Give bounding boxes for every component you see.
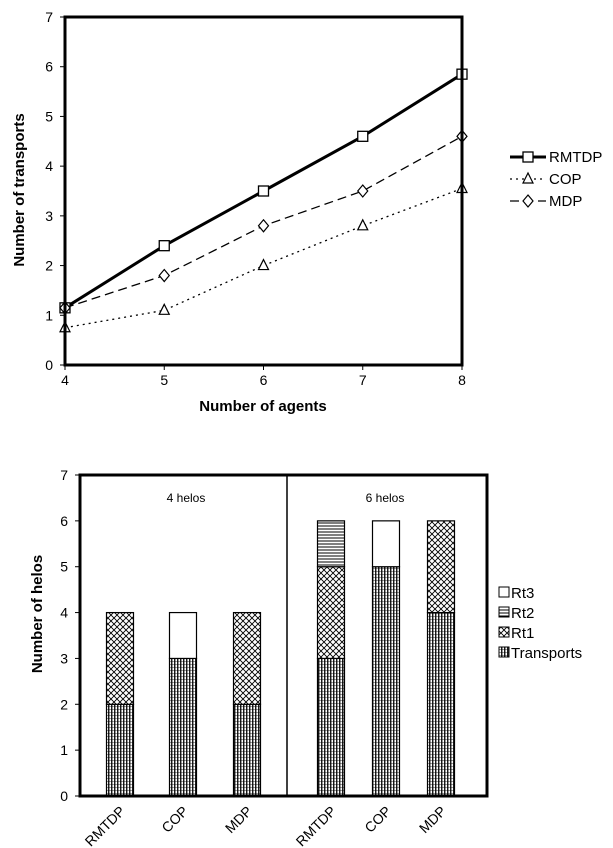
triangle-marker	[158, 302, 171, 315]
group-label-4-helos: 4 helos	[167, 491, 206, 505]
bar-segment-transports	[371, 566, 401, 797]
bar-segment-transports	[426, 611, 456, 797]
bar-segment-transports	[105, 703, 135, 797]
y-tick-label: 3	[45, 208, 53, 224]
bar-segment-rt3	[371, 520, 401, 568]
x-tick-label: COP	[158, 803, 191, 836]
legend-item-rmtdp: RMTDP	[510, 149, 602, 166]
legend-label: RMTDP	[549, 149, 602, 166]
bar-chart-plot-frame	[78, 473, 489, 798]
legend-swatch	[498, 586, 510, 598]
line-chart-plot-frame	[63, 15, 464, 367]
legend-item-rt2: Rt2	[498, 605, 534, 622]
bar-segment-rt2	[316, 520, 346, 568]
y-tick-label: 6	[60, 513, 68, 529]
y-tick-label: 7	[60, 467, 68, 483]
bar-stack-4	[316, 520, 346, 797]
diamond-marker	[356, 184, 369, 198]
legend-label: Transports	[511, 645, 582, 662]
y-tick-label: 2	[45, 258, 53, 274]
x-tick-label: 8	[458, 372, 466, 388]
y-tick-label: 1	[60, 742, 68, 758]
bar-segment-rt3	[168, 611, 198, 660]
y-tick-label: 2	[60, 696, 68, 712]
bar-stack-3	[232, 611, 262, 797]
legend-item-cop: COP	[510, 171, 582, 188]
line-chart-x-ticks: 4 5 6 7 8	[61, 365, 466, 388]
diamond-marker	[522, 194, 534, 208]
line-chart-series	[59, 68, 468, 333]
series-mdp	[59, 129, 468, 315]
bar-segment-rt1	[105, 611, 135, 705]
bar-stack-2	[168, 611, 198, 797]
x-tick-label: MDP	[416, 803, 449, 836]
bar-stack-1	[105, 611, 135, 797]
bar-segment-transports	[232, 703, 262, 797]
legend-label: Rt1	[511, 625, 534, 642]
x-tick-label: 6	[260, 372, 268, 388]
x-tick-label: MDP	[222, 803, 255, 836]
diamond-marker	[158, 268, 171, 283]
bar-segment-rt1	[232, 611, 262, 705]
bar-segment-transports	[316, 657, 346, 797]
group-label-6-helos: 6 helos	[366, 491, 405, 505]
y-tick-label: 4	[60, 605, 68, 621]
y-tick-label: 3	[60, 650, 68, 666]
x-tick-label: COP	[361, 803, 394, 836]
square-marker	[257, 185, 270, 197]
line-chart: Number of transports Number of agents 0 1…	[11, 9, 602, 415]
line-chart-legend: RMTDP COP MDP	[510, 149, 602, 210]
legend-label: Rt2	[511, 605, 534, 622]
x-tick-label: 4	[61, 372, 69, 388]
triangle-marker	[257, 258, 270, 271]
x-tick-label: RMTDP	[293, 803, 340, 848]
series-line	[64, 187, 463, 329]
series-rmtdp	[59, 68, 468, 314]
legend-swatch	[498, 626, 510, 638]
y-tick-label: 1	[45, 307, 53, 323]
bar-segment-rt1	[316, 566, 346, 660]
square-marker	[522, 151, 534, 163]
bar-chart-x-ticks: RMTDP COP MDP RMTDP COP MDP	[82, 803, 450, 848]
bar-chart-legend: Rt3 Rt2 Rt1 Transports	[498, 585, 582, 662]
diamond-marker	[257, 218, 270, 233]
bar-chart-y-ticks: 0 1 2 3 4 5 6 7	[60, 467, 80, 804]
y-tick-label: 5	[45, 108, 53, 124]
x-tick-label: RMTDP	[82, 803, 129, 848]
legend-item-transports: Transports	[498, 645, 582, 662]
legend-swatch	[498, 646, 510, 658]
legend-item-rt3: Rt3	[498, 585, 534, 602]
legend-label: Rt3	[511, 585, 534, 602]
triangle-marker	[356, 218, 369, 231]
y-tick-label: 0	[45, 357, 53, 373]
bar-chart-bars	[105, 520, 456, 797]
y-tick-label: 6	[45, 59, 53, 75]
legend-label: COP	[549, 171, 582, 188]
line-chart-x-axis-title: Number of agents	[199, 398, 327, 415]
legend-item-mdp: MDP	[510, 193, 582, 210]
bar-stack-6	[426, 520, 456, 797]
y-tick-label: 5	[60, 559, 68, 575]
bar-chart-y-axis-title: Number of helos	[29, 555, 46, 673]
legend-item-rt1: Rt1	[498, 625, 534, 642]
line-chart-y-axis-title: Number of transports	[11, 113, 28, 266]
square-marker	[357, 130, 369, 142]
legend-swatch	[498, 606, 510, 618]
x-tick-label: 5	[160, 372, 168, 388]
y-tick-label: 4	[45, 158, 53, 174]
triangle-marker	[522, 171, 534, 184]
legend-label: MDP	[549, 193, 582, 210]
series-cop	[59, 181, 468, 333]
square-marker	[158, 240, 170, 252]
bar-chart: Number of helos 0 1 2 3 4 5 6 7 4 helos 6 helos…	[29, 467, 582, 848]
y-tick-label: 0	[60, 788, 68, 804]
bar-segment-transports	[168, 657, 198, 797]
bar-stack-5	[371, 520, 401, 797]
bar-segment-rt1	[426, 520, 456, 614]
line-chart-y-ticks: 0 1 2 3 4 5 6 7	[45, 9, 65, 373]
y-tick-label: 7	[45, 9, 53, 25]
x-tick-label: 7	[359, 372, 367, 388]
